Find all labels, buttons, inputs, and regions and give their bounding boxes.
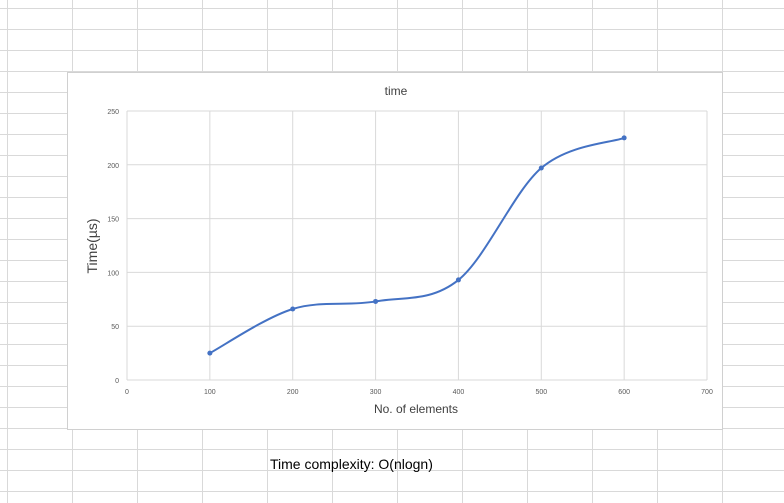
y-tick-label: 200 xyxy=(107,163,119,170)
chart-title: time xyxy=(385,84,408,98)
y-tick-label: 250 xyxy=(107,109,119,116)
data-point[interactable] xyxy=(373,298,379,304)
series-line xyxy=(209,136,625,354)
y-tick-label: 0 xyxy=(115,378,119,385)
x-tick-label: 0 xyxy=(125,389,129,396)
x-tick-label: 500 xyxy=(535,389,547,396)
x-tick-label: 400 xyxy=(453,389,465,396)
y-tick-label: 100 xyxy=(107,270,119,277)
data-point[interactable] xyxy=(455,277,461,283)
y-tick-label: 50 xyxy=(111,324,119,331)
x-tick-label: 700 xyxy=(701,389,713,396)
data-point[interactable] xyxy=(290,306,296,312)
data-point[interactable] xyxy=(207,350,213,356)
y-axis-label: Time(µs) xyxy=(84,219,100,274)
complexity-caption[interactable]: Time complexity: O(nlogn) xyxy=(270,456,433,472)
x-axis-label: No. of elements xyxy=(374,402,458,416)
x-tick-label: 300 xyxy=(370,389,382,396)
chart-area[interactable]: 0 50 100 150 200 250 0 100 200 300 400 500 600 700 tim… xyxy=(67,72,723,430)
x-tick-label: 200 xyxy=(287,389,299,396)
x-tick-label: 100 xyxy=(204,389,216,396)
data-point[interactable] xyxy=(538,165,544,171)
x-tick-label: 600 xyxy=(618,389,630,396)
data-point[interactable] xyxy=(621,135,627,141)
y-tick-label: 150 xyxy=(107,217,119,224)
chart-plot: 0 50 100 150 200 250 0 100 200 300 400 500 600 700 tim… xyxy=(84,84,713,416)
